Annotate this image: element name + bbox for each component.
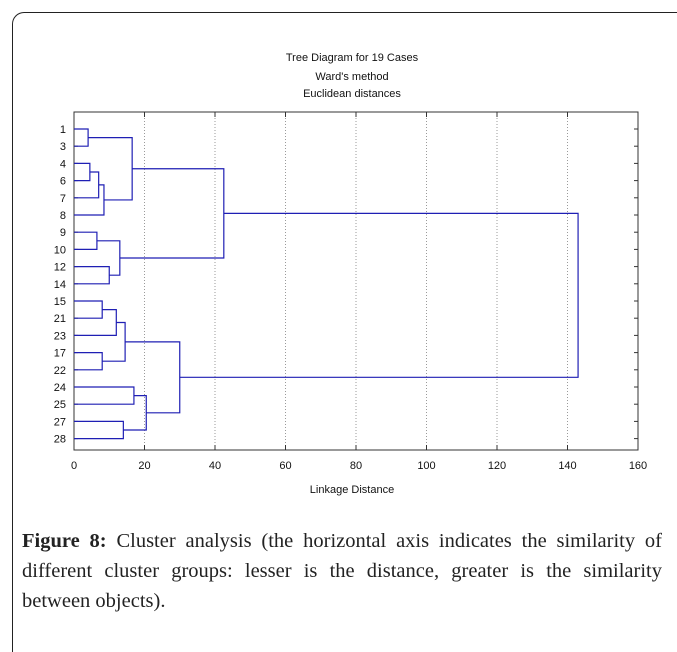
leaf-label: 22 (54, 365, 66, 377)
leaf-label: 17 (54, 348, 66, 360)
leaf-label: 25 (54, 399, 66, 411)
leaf-label: 9 (60, 227, 66, 239)
leaf-label: 3 (60, 141, 66, 153)
x-tick-label: 120 (488, 460, 506, 472)
leaf-labels: 1 3 4 6 7 8 9 10 12 14 15 21 23 17 22 24 25 27 28 (54, 124, 66, 446)
merge-link-m16 (123, 395, 147, 431)
figure-caption: Figure 8: Cluster analysis (the horizont… (22, 526, 662, 616)
merge-link-m13 (102, 321, 126, 362)
merge-link-m17 (125, 341, 181, 414)
x-tick-label: 40 (209, 460, 221, 472)
merge-link-m7 (74, 266, 110, 285)
x-tick-labels: 0 20 40 60 80 100 120 140 160 (71, 460, 647, 472)
x-tick-label: 0 (71, 460, 77, 472)
chart-subtitle-method: Ward's method (315, 71, 388, 83)
leaf-label: 24 (54, 382, 66, 394)
leaf-label: 15 (54, 296, 66, 308)
figure-frame (12, 12, 677, 652)
merge-link-m10 (74, 300, 103, 319)
x-tick-label: 140 (558, 460, 576, 472)
x-tick-label: 20 (138, 460, 150, 472)
leaf-label: 1 (60, 124, 66, 136)
x-tick-label: 160 (629, 460, 647, 472)
leaf-label: 10 (54, 244, 66, 256)
merge-link-m5 (88, 137, 133, 201)
leaf-label: 27 (54, 416, 66, 428)
leaf-label: 23 (54, 330, 66, 342)
merge-link-m1 (74, 128, 89, 147)
merge-link-m4 (74, 184, 105, 216)
x-tick-label: 100 (417, 460, 435, 472)
leaf-label: 21 (54, 313, 66, 325)
leaf-label: 4 (60, 158, 66, 170)
leaf-label: 14 (54, 279, 66, 291)
x-tick-label: 80 (350, 460, 362, 472)
merge-link-m9 (119, 168, 225, 259)
merge-link-m3 (74, 171, 100, 199)
leaf-label: 12 (54, 262, 66, 274)
leaf-label: 8 (60, 210, 66, 222)
dendrogram-links (74, 128, 579, 440)
chart-subtitle-distance: Euclidean distances (303, 88, 401, 100)
merge-link-m14 (74, 386, 135, 405)
merge-link-m2 (74, 162, 91, 182)
leaf-label: 6 (60, 176, 66, 188)
merge-link-m12 (74, 352, 103, 371)
merge-link-m6 (74, 231, 98, 250)
merge-link-m18 (179, 212, 579, 378)
caption-text: Cluster analysis (the horizontal axis in… (22, 530, 663, 612)
merge-link-m8 (96, 240, 121, 276)
grid-lines (144, 112, 568, 450)
leaf-label: 28 (54, 434, 66, 446)
merge-link-m11 (74, 309, 117, 336)
x-axis-label: Linkage Distance (310, 484, 394, 496)
merge-link-m15 (74, 420, 124, 440)
x-tick-label: 60 (279, 460, 291, 472)
dendrogram-chart: Tree Diagram for 19 Cases Ward's method … (54, 52, 647, 496)
chart-title: Tree Diagram for 19 Cases (286, 52, 419, 64)
leaf-label: 7 (60, 193, 66, 205)
caption-label: Figure 8: (22, 530, 107, 552)
